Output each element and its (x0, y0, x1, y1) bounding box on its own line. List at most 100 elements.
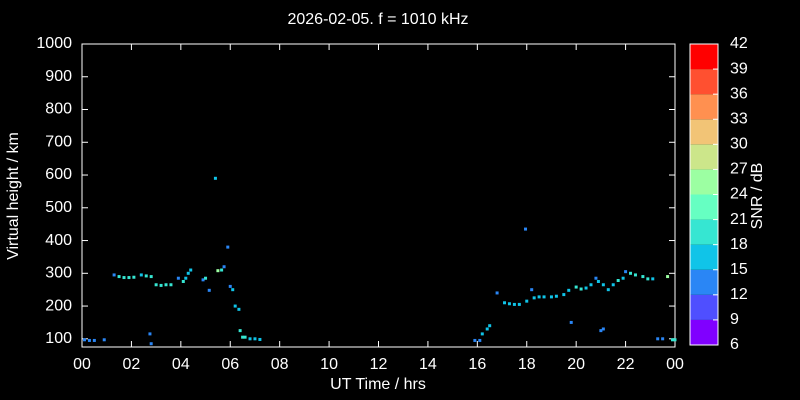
colorbar-tick-label: 36 (730, 85, 748, 102)
colorbar-bin (690, 294, 718, 320)
data-point (537, 295, 541, 299)
x-tick-label: 16 (468, 356, 486, 373)
x-tick-label: 02 (123, 356, 141, 373)
data-point (231, 288, 235, 292)
data-point (186, 271, 190, 275)
data-point (241, 335, 245, 339)
colorbar-bin (690, 94, 718, 120)
data-point (87, 338, 91, 342)
data-point (616, 279, 620, 283)
data-point (204, 276, 208, 280)
data-point (248, 337, 252, 341)
data-point (176, 276, 180, 280)
data-point (579, 287, 583, 291)
data-point (641, 275, 645, 279)
y-tick-label: 900 (45, 68, 72, 85)
colorbar-bin (690, 219, 718, 245)
data-point (233, 304, 237, 308)
data-point (149, 342, 153, 346)
y-tick-label: 600 (45, 166, 72, 183)
colorbar-tick-label: 30 (730, 136, 748, 153)
data-point (148, 332, 152, 336)
y-tick-label: 300 (45, 265, 72, 282)
colorbar-tick-label: 9 (730, 311, 739, 328)
data-point (139, 273, 143, 277)
data-point (542, 295, 546, 299)
colorbar-bin (690, 69, 718, 95)
x-tick-label: 20 (567, 356, 585, 373)
x-tick-label: 10 (320, 356, 338, 373)
colorbar-tick-label: 24 (730, 186, 748, 203)
data-point (220, 268, 224, 272)
data-point (512, 302, 516, 306)
y-tick-label: 1000 (36, 35, 72, 52)
data-point (181, 279, 185, 283)
data-point (112, 273, 116, 277)
data-point (117, 275, 121, 279)
data-point (624, 270, 628, 274)
colorbar-tick-label: 6 (730, 336, 739, 353)
data-point (621, 276, 625, 280)
data-point (228, 284, 232, 288)
data-point (184, 276, 188, 280)
data-point (673, 338, 677, 342)
data-point (216, 269, 220, 273)
data-point (633, 273, 637, 277)
colorbar-tick-label: 12 (730, 286, 748, 303)
data-point (238, 329, 242, 333)
data-point (562, 293, 566, 297)
data-point (574, 285, 578, 289)
data-point (530, 288, 534, 292)
data-point (666, 275, 670, 279)
data-point (567, 288, 571, 292)
x-tick-label: 06 (221, 356, 239, 373)
data-point (226, 245, 230, 249)
x-tick-label: 00 (73, 356, 91, 373)
data-point (478, 338, 482, 342)
y-tick-label: 800 (45, 101, 72, 118)
x-tick-label: 12 (370, 356, 388, 373)
colorbar-tick-label: 33 (730, 110, 748, 127)
colorbar-bin (690, 119, 718, 145)
chart-title: 2026-02-05. f = 1010 kHz (287, 11, 468, 28)
data-point (596, 279, 600, 283)
x-tick-label: 14 (419, 356, 437, 373)
data-point (589, 283, 593, 287)
data-point (92, 338, 96, 342)
data-point (213, 176, 217, 180)
x-axis-label: UT Time / hrs (330, 376, 426, 393)
data-point (169, 283, 173, 287)
data-point (517, 302, 521, 306)
data-point (606, 288, 610, 292)
colorbar-bin (690, 244, 718, 270)
data-point (480, 332, 484, 336)
data-point (554, 294, 558, 298)
data-point (661, 337, 665, 341)
data-point (485, 327, 489, 331)
data-point (253, 337, 257, 341)
data-point (201, 278, 205, 282)
colorbar-label: SNR / dB (749, 163, 766, 230)
y-tick-label: 700 (45, 133, 72, 150)
colorbar-tick-label: 39 (730, 60, 748, 77)
colorbar-bin (690, 194, 718, 220)
data-point (503, 301, 507, 305)
data-point (473, 338, 477, 342)
data-point (569, 320, 573, 324)
data-point (507, 302, 511, 306)
data-point (159, 283, 163, 287)
colorbar-tick-label: 42 (730, 35, 748, 52)
colorbar-bin (690, 319, 718, 345)
data-point (144, 274, 148, 278)
data-point (222, 265, 226, 269)
x-tick-label: 22 (617, 356, 635, 373)
colorbar-tick-label: 15 (730, 261, 748, 278)
data-point (149, 275, 153, 279)
data-point (154, 283, 158, 287)
data-point (599, 329, 603, 333)
data-point (525, 299, 529, 303)
colorbar-bin (690, 44, 718, 70)
data-point (258, 337, 262, 341)
data-point (611, 283, 615, 287)
data-point (549, 295, 553, 299)
